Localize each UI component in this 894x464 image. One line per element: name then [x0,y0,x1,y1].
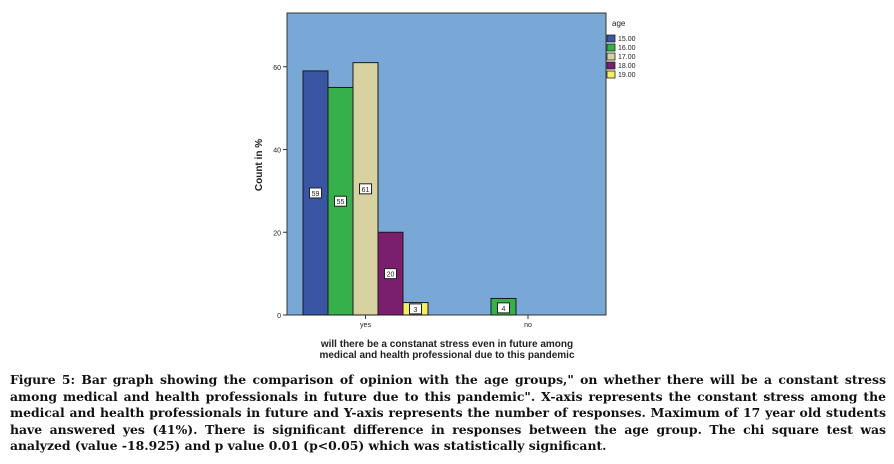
data-label-box [497,302,510,314]
legend-swatch [606,43,616,52]
legend-title: age [612,19,626,28]
legend: age 15.00 16.00 17.00 18.00 19.00 [606,19,636,79]
y-tick-label: 20 [273,230,281,237]
legend-swatch [606,34,616,43]
legend-label: 18.00 [618,63,636,70]
data-label: 4 [502,306,506,313]
legend-label: 17.00 [618,54,636,61]
y-tick-label: 40 [273,148,281,155]
legend-swatch [606,61,616,70]
y-axis-ticks: 0 20 40 60 [273,65,287,320]
data-label: 20 [387,272,395,279]
data-label: 55 [337,199,345,206]
data-label-box [359,183,372,195]
y-axis-label: Count in % [254,139,265,191]
data-label-box [384,268,397,280]
x-tick-label: no [524,322,532,329]
bar-chart: 59 55 61 20 3 4 0 20 40 60 yes no Count in % will… [254,12,636,361]
data-label: 59 [312,191,320,198]
x-axis-label-line-1: will there be a constanat stress even in… [320,339,573,350]
y-tick-label: 60 [273,65,281,72]
legend-label: 15.00 [618,36,636,43]
legend-label: 19.00 [618,72,636,79]
x-tick-label: yes [360,322,371,329]
x-axis-label-line-2: medical and health professional due to t… [319,350,574,361]
data-label-box [309,187,322,199]
bars: 59 55 61 20 3 4 [302,62,517,316]
x-axis-ticks: yes no [360,315,532,329]
data-label-box [409,303,422,315]
legend-swatch [606,70,616,79]
legend-swatch [606,52,616,61]
figure-caption: Figure 5: Bar graph showing the comparis… [10,372,886,453]
data-label-box [334,195,347,207]
legend-label: 16.00 [618,45,636,52]
data-label: 3 [414,307,418,314]
y-tick-label: 0 [277,313,281,320]
data-label: 61 [362,187,370,194]
